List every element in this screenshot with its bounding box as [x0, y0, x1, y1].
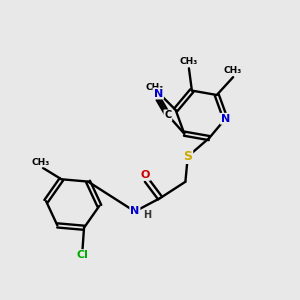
Text: Cl: Cl: [76, 250, 88, 260]
Text: N: N: [221, 114, 230, 124]
Text: C: C: [164, 110, 172, 120]
Text: CH₃: CH₃: [224, 66, 242, 75]
Text: N: N: [130, 206, 140, 217]
Text: H: H: [143, 210, 152, 220]
Text: CH₃: CH₃: [32, 158, 50, 166]
Text: CH₃: CH₃: [180, 57, 198, 66]
Text: N: N: [154, 88, 163, 99]
Text: CH₃: CH₃: [146, 82, 164, 91]
Text: O: O: [141, 170, 150, 180]
Text: S: S: [183, 150, 192, 163]
